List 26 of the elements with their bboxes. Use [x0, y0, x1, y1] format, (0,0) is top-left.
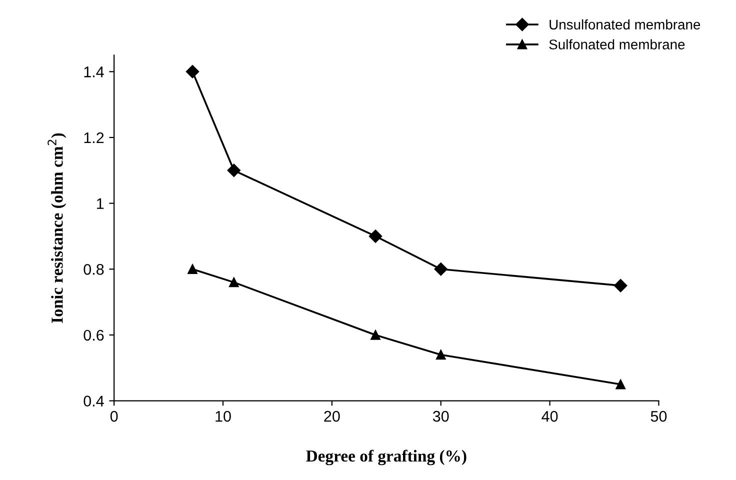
y-tick-label: 1.4: [84, 66, 104, 78]
x-tick-label: 30: [432, 410, 449, 422]
point: [370, 330, 380, 340]
point: [368, 230, 382, 243]
x-tick-label: 40: [542, 410, 558, 422]
x-axis-title: Degree of grafting (%): [306, 450, 466, 466]
y-tick-label: 0.4: [84, 396, 104, 406]
point: [227, 164, 240, 177]
point: [434, 262, 448, 276]
point: [436, 350, 446, 360]
y-tick-label: 1.2: [84, 132, 104, 144]
x-tick-label: 0: [110, 410, 118, 422]
point: [188, 264, 198, 274]
y-tick-label: 1: [97, 198, 104, 209]
point: [229, 277, 239, 288]
y-tick-label: 0.8: [84, 264, 104, 275]
x-tick-label: 50: [650, 410, 667, 422]
x-tick-label: 10: [216, 410, 231, 422]
point: [616, 379, 626, 390]
x-tick-label: 20: [324, 410, 340, 422]
point: [614, 279, 628, 292]
point: [186, 65, 200, 78]
legend-label: Sulfonated membrane: [549, 39, 685, 50]
y-axis-title: Ionic resistance (ohm cm$^{2}$): [48, 133, 66, 323]
legend-label: Unsulfonated membrane: [550, 19, 700, 30]
y-tick-label: 0.6: [84, 330, 104, 341]
